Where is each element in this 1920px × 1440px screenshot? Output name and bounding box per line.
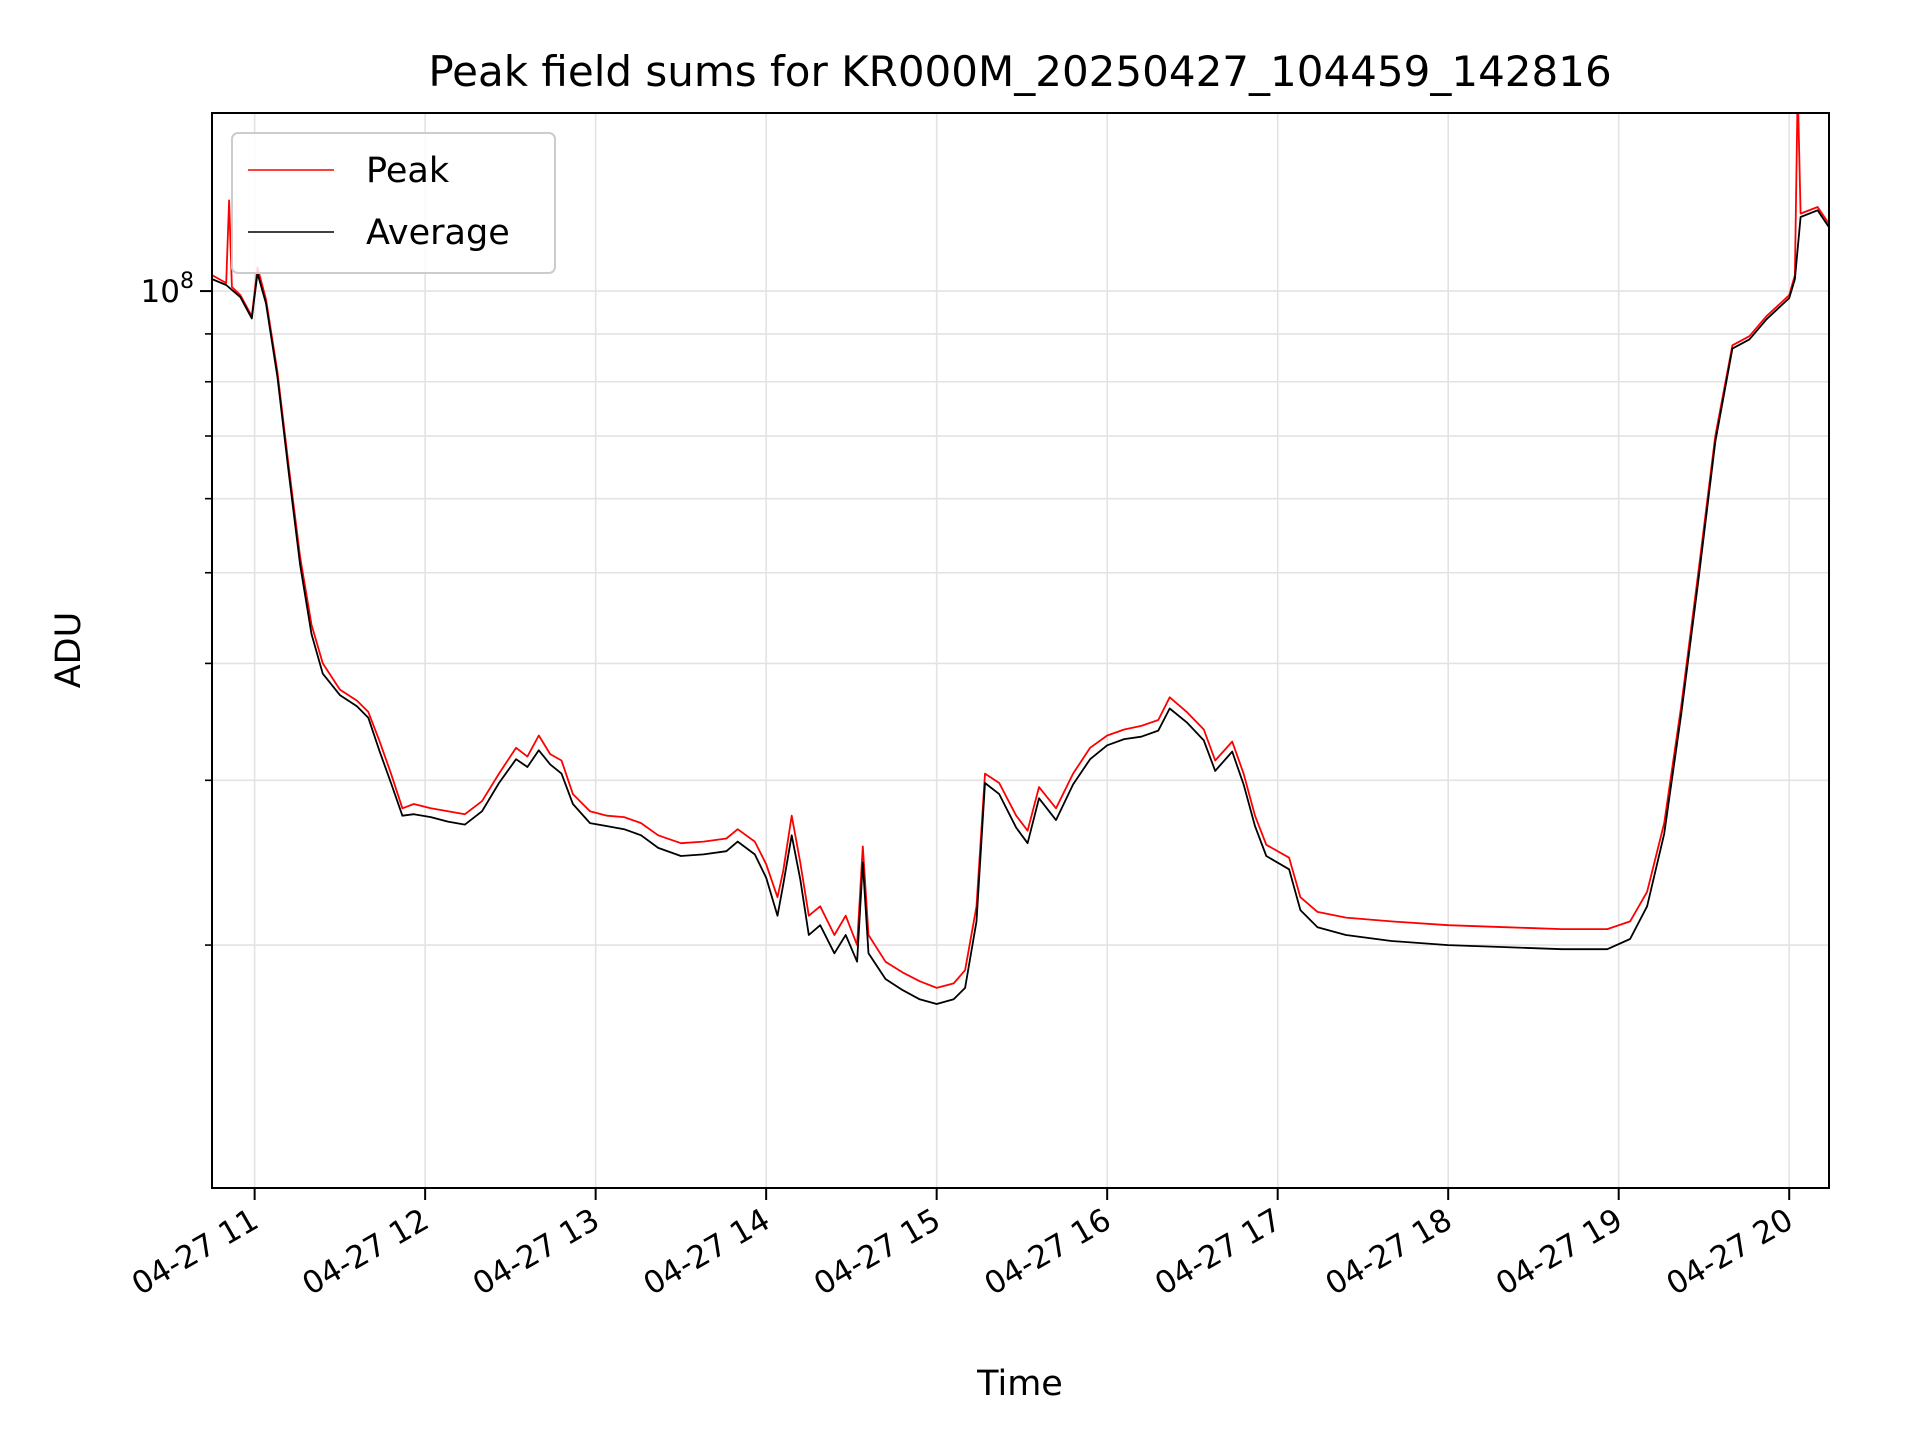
series-line-peak [212, 113, 1829, 989]
x-tick-label: 04-27 12 [296, 1202, 435, 1303]
series-line-average [212, 209, 1829, 1005]
x-tick-label: 04-27 13 [467, 1202, 606, 1303]
y-tick-label: 108 [141, 269, 194, 310]
x-tick-label: 04-27 19 [1490, 1202, 1629, 1303]
x-tick-label: 04-27 16 [978, 1202, 1117, 1303]
x-tick-label: 04-27 11 [126, 1202, 265, 1303]
x-tick-label: 04-27 20 [1660, 1202, 1799, 1303]
x-axis-ticks: 04-27 11 04-27 12 04-27 13 04-27 14 04-27 15… [126, 1188, 1799, 1303]
series-layer [212, 113, 1829, 1005]
y-axis-label: ADU [49, 612, 89, 689]
x-tick-label: 04-27 14 [637, 1202, 776, 1303]
x-tick-label: 04-27 15 [808, 1202, 947, 1303]
legend-box [231, 132, 556, 274]
x-tick-label: 04-27 17 [1149, 1202, 1288, 1303]
grid-lines [212, 113, 1829, 1188]
y-tick-label-exponent: 8 [180, 269, 194, 294]
legend-label-average: Average [366, 213, 510, 253]
x-axis-label: Time [976, 1364, 1063, 1404]
legend: Peak Average [231, 132, 556, 274]
x-tick-label: 04-27 18 [1319, 1202, 1458, 1303]
legend-label-peak: Peak [366, 151, 450, 191]
chart-title: Peak field sums for KR000M_20250427_1044… [428, 47, 1611, 96]
y-axis-ticks: 108 [141, 269, 212, 946]
plot-frame [211, 112, 1830, 1189]
y-tick-label-base: 10 [141, 274, 180, 310]
